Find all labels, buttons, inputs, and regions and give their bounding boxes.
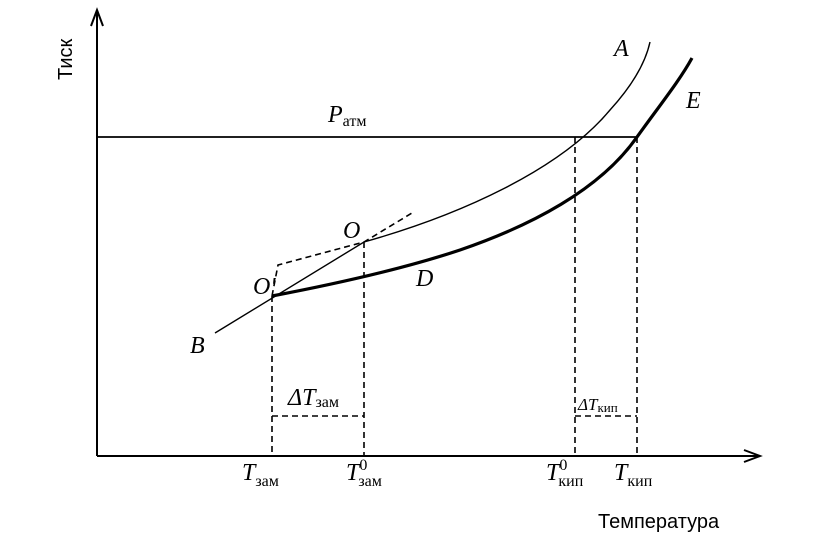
- label: ΔTкип: [577, 395, 618, 415]
- label: O′: [253, 274, 276, 300]
- y-arrow: [90, 7, 104, 27]
- label-sub: зам: [315, 394, 339, 411]
- label: ΔTзам: [287, 385, 339, 411]
- label-main: ΔT: [287, 385, 317, 411]
- label: Pатм: [327, 102, 366, 130]
- label-main: T: [242, 460, 257, 486]
- curve-a: [214, 41, 651, 334]
- curve-e: [271, 57, 694, 298]
- label: T0 кип: [546, 457, 584, 490]
- label-sup: 0: [559, 457, 567, 474]
- label: E: [685, 88, 701, 114]
- label: B: [190, 333, 205, 359]
- label-sub: атм: [343, 113, 367, 130]
- label-sup: 0: [359, 457, 367, 474]
- x-label: Температура: [598, 511, 720, 533]
- label: O: [343, 218, 360, 244]
- label-main: T: [546, 460, 561, 486]
- y-label: Тиск: [55, 38, 77, 80]
- label-main: T: [346, 460, 361, 486]
- dashed-lines: [271, 137, 638, 456]
- label: Tзам: [242, 460, 279, 490]
- label-main: P: [327, 102, 343, 128]
- label-sub: кип: [627, 473, 652, 490]
- label: T0 зам: [346, 457, 382, 490]
- label-sub: зам: [358, 473, 382, 490]
- label: A: [612, 36, 629, 62]
- label-sub: кип: [597, 400, 617, 415]
- axes: [90, 7, 763, 463]
- label: Tкип: [614, 460, 653, 490]
- label-sub: зам: [255, 473, 279, 490]
- label-main: ΔT: [577, 395, 599, 414]
- label-main: T: [614, 460, 629, 486]
- label: D: [415, 266, 433, 292]
- x-arrow: [743, 449, 763, 463]
- dashed-ext: [271, 212, 413, 297]
- label-sub: кип: [558, 473, 583, 490]
